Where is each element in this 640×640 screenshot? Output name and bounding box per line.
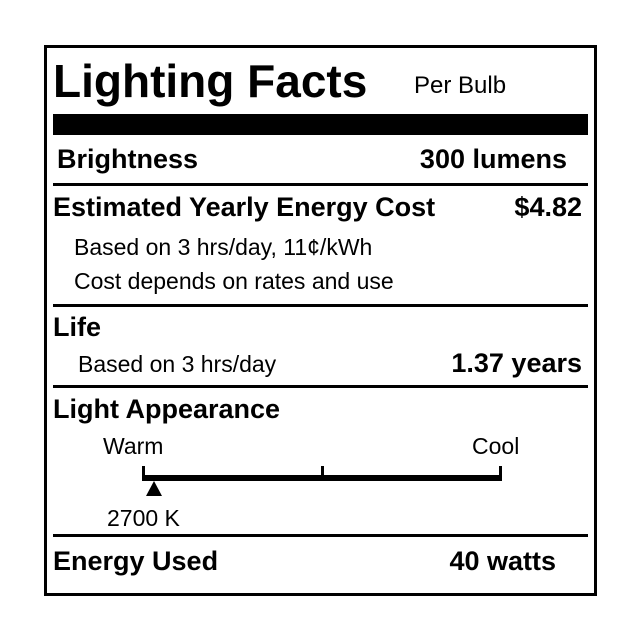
- color-temperature-marker-icon: [145, 481, 162, 496]
- header-bar: [53, 114, 588, 135]
- light-appearance-label: Light Appearance: [53, 394, 281, 424]
- color-temperature-value: 2700 K: [107, 505, 180, 531]
- divider: [53, 183, 588, 186]
- scale-tick: [499, 466, 502, 481]
- energy-used-value: 40 watts: [449, 546, 556, 576]
- energy-cost-note-rate: Based on 3 hrs/day, 11¢/kWh: [74, 234, 373, 260]
- divider: [53, 304, 588, 307]
- life-label: Life: [53, 312, 102, 342]
- scale-tick: [321, 466, 324, 481]
- warm-label: Warm: [103, 433, 164, 459]
- energy-cost-value: $4.82: [514, 192, 582, 222]
- brightness-value: 300 lumens: [419, 144, 567, 174]
- life-value: 1.37 years: [451, 348, 582, 378]
- cool-label: Cool: [472, 433, 520, 459]
- life-note: Based on 3 hrs/day: [78, 351, 277, 377]
- lighting-facts-label: Lighting Facts Per Bulb Brightness 300 l…: [44, 45, 597, 596]
- energy-used-label: Energy Used: [53, 546, 219, 576]
- label-title: Lighting Facts: [53, 55, 368, 107]
- label-subtitle: Per Bulb: [414, 72, 507, 99]
- divider: [53, 385, 588, 388]
- divider: [53, 534, 588, 537]
- brightness-label: Brightness: [57, 144, 199, 174]
- scale-tick: [142, 466, 145, 481]
- energy-cost-note-depends: Cost depends on rates and use: [74, 268, 394, 294]
- energy-cost-label: Estimated Yearly Energy Cost: [53, 192, 436, 222]
